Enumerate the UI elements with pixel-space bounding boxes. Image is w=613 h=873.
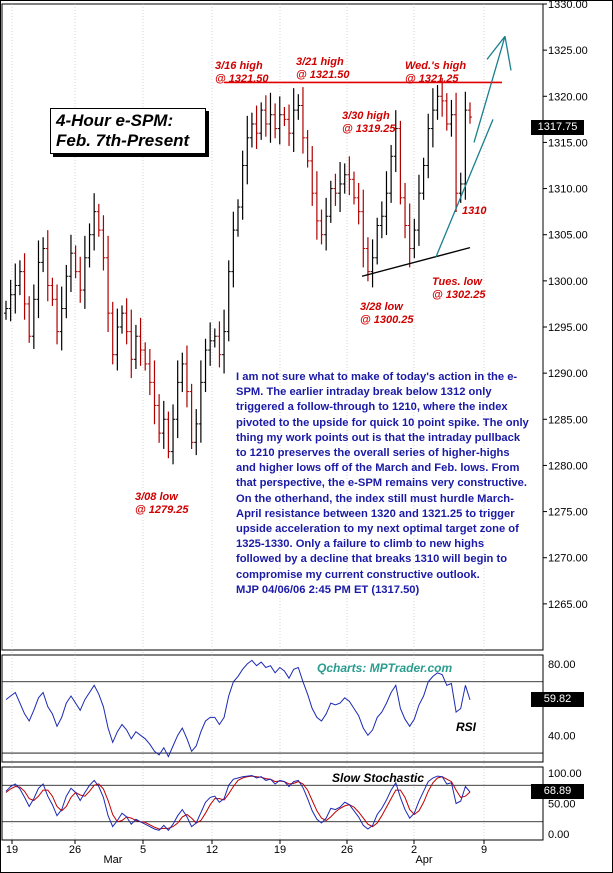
price-tick-label: 1280.00 bbox=[548, 460, 588, 472]
target-arrow-head bbox=[504, 36, 512, 71]
indicator-tick-label: 50.00 bbox=[548, 799, 576, 811]
chart-title-line-1: 4-Hour e-SPM: bbox=[56, 111, 174, 130]
annotation-text: @ 1321.50 bbox=[215, 73, 269, 85]
price-tick-label: 1295.00 bbox=[548, 322, 588, 334]
annotation-text: 3/16 high bbox=[215, 60, 263, 72]
price-tick-label: 1325.00 bbox=[548, 45, 588, 57]
annotation-text: @ 1321.50 bbox=[296, 69, 350, 81]
indicator-tick-label: 80.00 bbox=[548, 659, 576, 671]
annotation-text: 1310 bbox=[462, 205, 487, 217]
indicator-tick-label: 40.00 bbox=[548, 730, 576, 742]
stochastic-panel: 100.00 50.00 0.00 bbox=[2, 768, 582, 841]
date-tick-label: 26 bbox=[341, 844, 353, 856]
commentary-text: I am not sure what to make of today's ac… bbox=[236, 370, 532, 598]
annotation-text: @ 1300.25 bbox=[360, 314, 414, 326]
price-bars bbox=[4, 77, 472, 465]
annotation-text: 3/30 high bbox=[342, 110, 390, 122]
price-tick-label: 1275.00 bbox=[548, 507, 588, 519]
annotation-text: 3/21 high bbox=[296, 56, 344, 68]
chart-title-box: 4-Hour e-SPM: Feb. 7th-Present bbox=[50, 108, 206, 154]
month-label: Mar bbox=[104, 854, 123, 866]
annotation-text: 3/08 low bbox=[135, 491, 179, 503]
price-tick-label: 1300.00 bbox=[548, 276, 588, 288]
price-tick-label: 1330.00 bbox=[548, 0, 588, 11]
rsi-last-tag: 59.82 bbox=[531, 692, 584, 707]
chart-title-line-2: Feb. 7th-Present bbox=[56, 131, 190, 150]
date-axis: 19 26 5 12 19 26 2 9 Mar Apr bbox=[6, 840, 487, 866]
price-tick-label: 1320.00 bbox=[548, 91, 588, 103]
month-label: Apr bbox=[415, 854, 432, 866]
stochastic-last-tag: 68.89 bbox=[531, 784, 584, 799]
annotation-text: @ 1319.25 bbox=[342, 123, 396, 135]
date-tick-label: 12 bbox=[206, 844, 218, 856]
watermark: Qcharts: MPTrader.com bbox=[317, 661, 453, 675]
annotation-text: @ 1302.25 bbox=[432, 289, 486, 301]
indicator-tick-label: 100.00 bbox=[548, 768, 582, 780]
target-arrow-lower bbox=[435, 119, 494, 258]
date-tick-label: 19 bbox=[274, 844, 286, 856]
price-tick-label: 1265.00 bbox=[548, 599, 588, 611]
target-arrow-head-2 bbox=[486, 35, 506, 60]
annotation-text: @ 1279.25 bbox=[135, 504, 189, 516]
annotations: 3/16 high@ 1321.503/21 high@ 1321.50Wed.… bbox=[135, 56, 487, 516]
price-tick-label: 1305.00 bbox=[548, 230, 588, 242]
annotation-text: 3/28 low bbox=[360, 301, 404, 313]
annotation-text: @ 1321.25 bbox=[405, 73, 459, 85]
price-tick-label: 1315.00 bbox=[548, 137, 588, 149]
price-axis: 1265.00 1270.00 1275.00 1280.00 1285.00 1290.… bbox=[543, 0, 588, 611]
commentary-paragraph: I am not sure what to make of today's ac… bbox=[236, 371, 529, 581]
indicator-tick-label: 0.00 bbox=[548, 829, 569, 841]
stochastic-label: Slow Stochastic bbox=[332, 771, 425, 785]
date-tick-label: 19 bbox=[6, 844, 18, 856]
stochastic-panel-frame bbox=[1, 766, 544, 841]
target-arrow-upper bbox=[473, 36, 506, 143]
price-tick-label: 1285.00 bbox=[548, 414, 588, 426]
price-tick-label: 1270.00 bbox=[548, 553, 588, 565]
date-tick-label: 5 bbox=[140, 844, 146, 856]
annotation-text: Wed.'s high bbox=[405, 60, 466, 72]
annotation-text: Tues. low bbox=[432, 276, 483, 288]
date-tick-label: 26 bbox=[69, 844, 81, 856]
commentary-signature: MJP 04/06/06 2:45 PM ET (1317.50) bbox=[236, 583, 420, 596]
rsi-panel: 80.00 40.00 bbox=[2, 659, 576, 758]
date-tick-label: 2 bbox=[411, 844, 417, 856]
rsi-panel-frame bbox=[1, 654, 544, 763]
date-tick-label: 9 bbox=[481, 844, 487, 856]
price-gridlines bbox=[11, 4, 485, 840]
indicator-series-line bbox=[5, 774, 471, 832]
trendlines bbox=[224, 35, 512, 277]
last-price-tag: 1317.75 bbox=[531, 120, 584, 135]
support-trendline bbox=[361, 246, 471, 277]
price-tick-label: 1290.00 bbox=[548, 368, 588, 380]
indicator-series-line bbox=[5, 659, 471, 758]
price-tick-label: 1310.00 bbox=[548, 184, 588, 196]
rsi-label: RSI bbox=[456, 720, 477, 734]
